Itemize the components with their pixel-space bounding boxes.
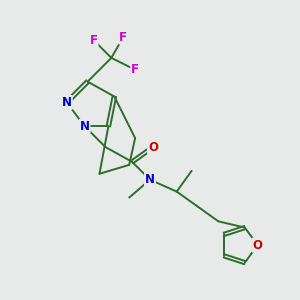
Text: F: F bbox=[89, 34, 98, 46]
Text: O: O bbox=[253, 238, 262, 252]
Text: F: F bbox=[131, 63, 139, 76]
Text: O: O bbox=[148, 140, 158, 154]
Text: F: F bbox=[119, 31, 127, 44]
Text: N: N bbox=[145, 173, 155, 186]
Text: N: N bbox=[62, 96, 72, 109]
Text: N: N bbox=[80, 120, 90, 133]
